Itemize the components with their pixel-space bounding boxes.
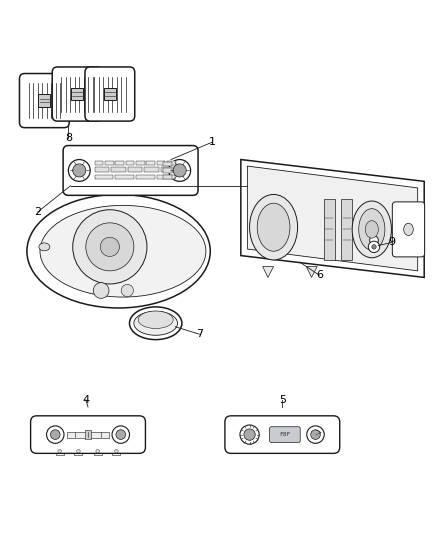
Circle shape bbox=[96, 449, 99, 453]
Circle shape bbox=[311, 430, 320, 439]
Ellipse shape bbox=[134, 311, 177, 335]
FancyBboxPatch shape bbox=[270, 427, 300, 442]
Ellipse shape bbox=[27, 195, 210, 308]
Bar bbox=[167, 161, 176, 165]
Bar bbox=[71, 88, 83, 100]
Bar bbox=[136, 175, 155, 179]
Ellipse shape bbox=[404, 223, 413, 236]
Bar bbox=[115, 161, 124, 165]
Text: 7: 7 bbox=[196, 329, 203, 339]
Circle shape bbox=[116, 430, 126, 439]
Circle shape bbox=[173, 164, 186, 177]
Circle shape bbox=[112, 426, 130, 443]
Circle shape bbox=[370, 236, 378, 245]
Circle shape bbox=[86, 223, 134, 271]
Bar bbox=[105, 161, 113, 165]
Circle shape bbox=[169, 159, 191, 181]
Bar bbox=[67, 432, 109, 438]
Bar bbox=[163, 161, 172, 166]
Circle shape bbox=[46, 426, 64, 443]
Polygon shape bbox=[247, 166, 418, 271]
Ellipse shape bbox=[138, 311, 173, 328]
Circle shape bbox=[368, 241, 380, 253]
Polygon shape bbox=[263, 266, 274, 277]
Polygon shape bbox=[241, 159, 424, 277]
FancyBboxPatch shape bbox=[85, 67, 135, 121]
Circle shape bbox=[100, 237, 120, 256]
Ellipse shape bbox=[365, 221, 378, 238]
Circle shape bbox=[77, 449, 80, 453]
Bar bbox=[115, 175, 134, 179]
Bar bbox=[136, 161, 145, 165]
Bar bbox=[324, 199, 335, 260]
Bar bbox=[126, 161, 134, 165]
Bar bbox=[113, 447, 120, 455]
Ellipse shape bbox=[130, 307, 182, 340]
Circle shape bbox=[307, 426, 324, 443]
Bar bbox=[104, 88, 116, 100]
Circle shape bbox=[372, 245, 376, 249]
Ellipse shape bbox=[257, 203, 290, 251]
Text: 1: 1 bbox=[209, 137, 216, 147]
Bar bbox=[38, 94, 50, 107]
Circle shape bbox=[68, 159, 90, 181]
Circle shape bbox=[115, 449, 118, 453]
FancyBboxPatch shape bbox=[31, 416, 145, 454]
Bar bbox=[163, 175, 172, 179]
Bar bbox=[111, 167, 126, 172]
FancyBboxPatch shape bbox=[19, 74, 69, 128]
FancyBboxPatch shape bbox=[225, 416, 340, 454]
Circle shape bbox=[244, 429, 255, 440]
Text: 9: 9 bbox=[388, 238, 395, 247]
Bar bbox=[227, 430, 232, 439]
Circle shape bbox=[73, 164, 86, 177]
Ellipse shape bbox=[352, 201, 392, 258]
Text: 6: 6 bbox=[316, 270, 323, 280]
Circle shape bbox=[50, 430, 60, 439]
Bar bbox=[146, 161, 155, 165]
Bar bbox=[163, 168, 172, 173]
Text: 5: 5 bbox=[279, 394, 286, 405]
Bar bbox=[128, 167, 142, 172]
Bar bbox=[95, 167, 109, 172]
Circle shape bbox=[73, 210, 147, 284]
Bar bbox=[145, 167, 159, 172]
Bar bbox=[341, 199, 352, 260]
Circle shape bbox=[121, 285, 134, 297]
Circle shape bbox=[58, 449, 61, 453]
FancyBboxPatch shape bbox=[52, 67, 102, 121]
FancyBboxPatch shape bbox=[63, 146, 198, 195]
Ellipse shape bbox=[359, 208, 385, 250]
Circle shape bbox=[93, 282, 109, 298]
Circle shape bbox=[240, 425, 259, 444]
Bar bbox=[85, 430, 91, 439]
Ellipse shape bbox=[250, 195, 297, 260]
Ellipse shape bbox=[39, 243, 50, 251]
Text: 4: 4 bbox=[82, 394, 89, 405]
FancyBboxPatch shape bbox=[392, 202, 425, 257]
Text: F8F: F8F bbox=[279, 432, 290, 437]
Bar bbox=[56, 447, 64, 455]
Bar bbox=[95, 175, 113, 179]
Bar bbox=[161, 167, 175, 172]
Polygon shape bbox=[306, 266, 317, 277]
Text: 8: 8 bbox=[65, 133, 72, 143]
Bar bbox=[95, 161, 103, 165]
Bar bbox=[94, 447, 102, 455]
Text: 2: 2 bbox=[34, 207, 41, 217]
Bar bbox=[157, 175, 175, 179]
Ellipse shape bbox=[40, 205, 206, 297]
Bar bbox=[74, 447, 82, 455]
Bar bbox=[157, 161, 166, 165]
